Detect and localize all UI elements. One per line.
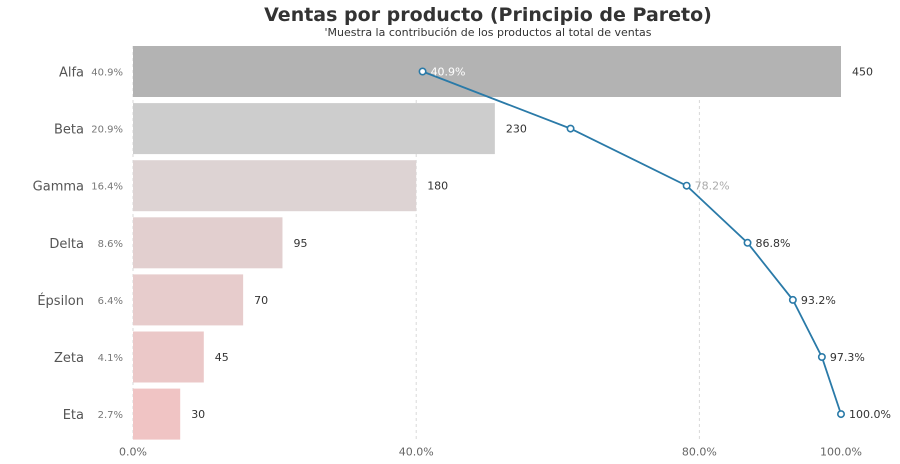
category-label: Alfa — [59, 66, 84, 81]
cumulative-point — [836, 410, 845, 419]
bar — [133, 160, 417, 212]
cumulative-point — [788, 295, 797, 304]
share-label: 16.4% — [91, 182, 123, 193]
category-label: Épsilon — [37, 293, 84, 309]
cumulative-point — [817, 352, 826, 361]
bar-value-label: 45 — [215, 351, 229, 364]
cumulative-label: 97.3% — [830, 351, 865, 364]
cumulative-point — [418, 67, 427, 76]
bar — [133, 388, 181, 440]
x-tick-label: 100.0% — [820, 446, 862, 459]
category-label: Eta — [63, 408, 84, 423]
chart-subtitle: 'Muestra la contribución de los producto… — [324, 26, 652, 39]
x-tick-label: 0.0% — [119, 446, 147, 459]
bar-value-label: 70 — [254, 294, 268, 307]
bar-value-label: 230 — [506, 123, 527, 136]
cumulative-label: 86.8% — [756, 237, 791, 250]
share-label: 2.7% — [98, 410, 123, 421]
bar — [133, 103, 495, 155]
category-label: Zeta — [54, 351, 84, 366]
bar — [133, 331, 204, 383]
bar-value-label: 95 — [293, 237, 307, 250]
cumulative-label: 40.9% — [431, 66, 466, 79]
category-label: Beta — [54, 123, 84, 138]
cumulative-label: 100.0% — [849, 408, 891, 421]
chart-title: Ventas por producto (Principio de Pareto… — [264, 4, 712, 26]
bar — [133, 46, 841, 97]
bar-value-label: 450 — [852, 66, 873, 79]
share-label: 6.4% — [98, 296, 123, 307]
bar-value-label: 30 — [191, 408, 205, 421]
category-label: Delta — [49, 237, 84, 252]
cumulative-point — [682, 181, 691, 190]
cumulative-label: 93.2% — [801, 294, 836, 307]
cumulative-label: 78.2% — [695, 180, 730, 193]
share-label: 40.9% — [91, 68, 123, 79]
x-tick-label: 80.0% — [682, 446, 717, 459]
cumulative-point — [566, 124, 575, 133]
category-label: Gamma — [33, 180, 84, 195]
share-label: 8.6% — [98, 239, 123, 250]
bar — [133, 274, 244, 326]
x-tick-label: 40.0% — [399, 446, 434, 459]
share-label: 4.1% — [98, 353, 123, 364]
cumulative-point — [743, 238, 752, 247]
bar — [133, 217, 283, 269]
share-label: 20.9% — [91, 125, 123, 136]
bar-value-label: 180 — [427, 180, 448, 193]
